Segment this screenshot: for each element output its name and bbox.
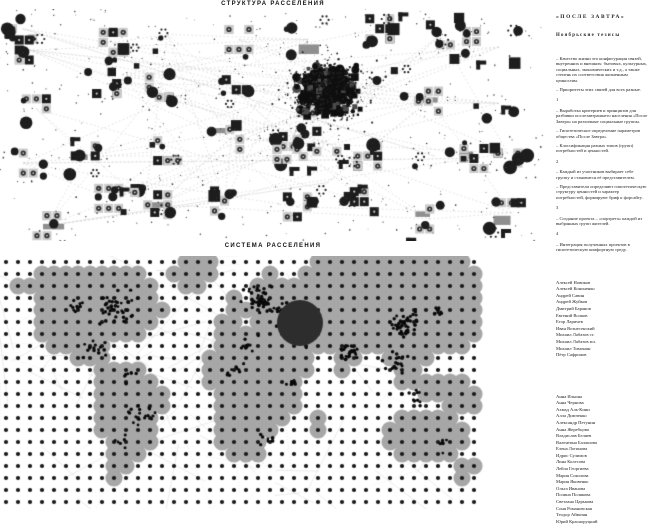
thesis-block: – Создание проекта – «портрета» каждой и…: [556, 215, 643, 226]
team-member: Михаил Тимонин: [556, 345, 591, 351]
student-name: Лина Колесова: [556, 459, 586, 465]
thesis-block: – Классификация разных типов (групп) пот…: [556, 142, 634, 154]
student-name: Ахмад Аль-Кини: [556, 406, 590, 412]
sidebar-text-column: «ПОСЛЕ ЗАВТРА» Ноябрьские тезисы – Качес…: [556, 14, 648, 525]
student-name: Владислав Беляев: [556, 433, 592, 439]
student-name: Мария Яковенко: [556, 479, 589, 485]
team-member: Алексей Кононенко: [556, 286, 595, 292]
settlement-structure-canvas: [0, 9, 546, 241]
student-name: Анна Чернова: [556, 400, 584, 406]
team-member: Иван Вознесенский: [556, 325, 595, 331]
team-member: Пётр Сафронов: [556, 352, 587, 358]
student-name: Анна Жеребцова: [556, 426, 589, 432]
student-name: Алла Димченко: [556, 413, 587, 419]
team-member: Алексей Новиков: [556, 279, 591, 285]
student-name: Елена Логинова: [556, 446, 588, 452]
theses-blocks: – Качество жизни это конфигурация связей…: [556, 56, 648, 253]
student-name: Полина Полякова: [556, 492, 591, 498]
project-title: «ПОСЛЕ ЗАВТРА»: [556, 14, 626, 20]
thesis-block: – Приоритеты этих связей для всех разные…: [556, 87, 641, 93]
system-panel-title: СИСТЕМА РАССЕЛЕНИЯ: [224, 243, 322, 249]
student-name: Теодор Айвазян: [556, 512, 588, 518]
thesis-block: 2: [556, 158, 559, 164]
team-member: Дмитрий Баранов: [556, 305, 591, 311]
thesis-block: – Интеграция полученных проектов в гипот…: [556, 241, 630, 253]
student-name: Юрий Красноруцкий: [556, 518, 598, 524]
student-name: Александр Петунин: [556, 419, 596, 425]
thesis-block: – Каждый из участников выбирает себе гру…: [556, 169, 635, 180]
team-member: Андрей Савин: [556, 292, 585, 298]
thesis-block: – Представители определяют гипотетическу…: [556, 183, 647, 200]
student-name: Анна Ильина: [556, 393, 583, 399]
student-name: Светлана Царькова: [556, 499, 594, 505]
theses-subtitle: Ноябрьские тезисы: [556, 33, 621, 39]
thesis-block: 1: [556, 97, 559, 103]
student-name: Мария Соколова: [556, 472, 589, 478]
thesis-block: – Качество жизни это конфигурация связей…: [556, 56, 648, 83]
team-member: Михаил Лабазов мл.: [556, 338, 596, 344]
team-member: Егор Ларичев: [556, 319, 583, 325]
student-name: Лейла Георгиева: [556, 466, 589, 472]
student-name: Ольга Иванова: [556, 485, 586, 491]
student-name: Соня Романовская: [556, 505, 592, 511]
thesis-block: – Выработка критериев и принципов для ра…: [556, 107, 648, 124]
world-dot-map-canvas: [0, 256, 546, 509]
student-name: Идрис Сулимов: [556, 452, 587, 458]
structure-panel-title: СТРУКТУРА РАССЕЛЕНИЯ: [221, 1, 325, 7]
team-member: Андрей Жуйков: [556, 299, 588, 305]
team-name-list: Алексей Новиков Алексей Кононенко Андрей С…: [556, 280, 648, 358]
thesis-block: – Гипотетическое определение параметров …: [556, 128, 641, 139]
team-member: Михаил Лабазов ст.: [556, 332, 595, 338]
thesis-block: 4: [556, 231, 559, 237]
team-member: Евгений Волков: [556, 312, 588, 318]
student-name-list: Анна Ильина Анна Чернова Ахмад Аль-Кини Алл…: [556, 394, 648, 525]
student-name: Валентина Балашова: [556, 439, 598, 445]
thesis-block: 3: [556, 205, 559, 211]
